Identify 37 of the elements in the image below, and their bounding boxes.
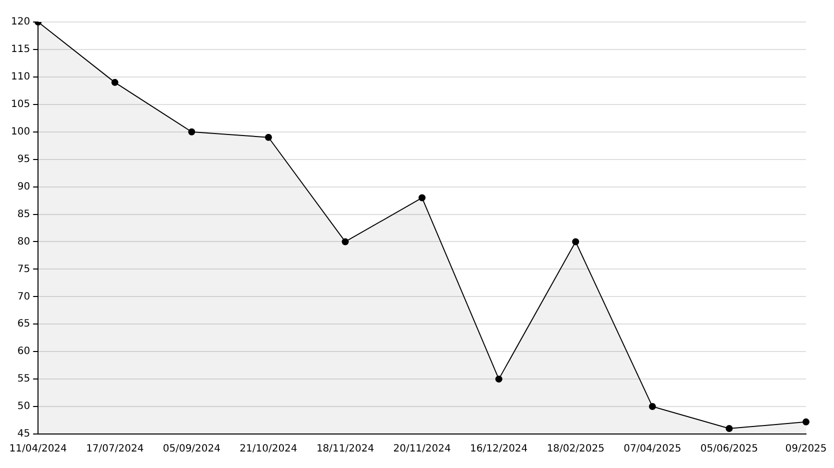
x-tick-label: 11/04/2024 bbox=[9, 444, 67, 455]
x-tick-label: 21/10/2024 bbox=[240, 444, 298, 455]
y-tick-label: 110 bbox=[10, 72, 30, 83]
y-tick-label: 50 bbox=[17, 401, 30, 412]
x-tick-label: 18/02/2025 bbox=[546, 444, 604, 455]
point bbox=[648, 403, 656, 410]
x-tick-label: 20/11/2024 bbox=[393, 444, 451, 455]
y-tick-label: 70 bbox=[17, 291, 30, 302]
x-tick-label: 05/09/2024 bbox=[162, 444, 220, 455]
point bbox=[188, 128, 196, 136]
y-tick-label: 95 bbox=[17, 154, 30, 165]
y-tick-label: 65 bbox=[17, 318, 30, 330]
y-tick-label: 55 bbox=[17, 374, 30, 385]
y-tick-label: 60 bbox=[17, 346, 30, 358]
y-tick-label: 85 bbox=[17, 208, 30, 220]
point bbox=[418, 194, 426, 202]
x-tick-label: 09/2025 bbox=[785, 444, 827, 455]
y-tick-label: 80 bbox=[17, 236, 30, 248]
x-tick-label: 18/11/2024 bbox=[316, 444, 374, 455]
x-tick-label: 16/12/2024 bbox=[470, 444, 528, 455]
y-tick-label: 120 bbox=[10, 16, 30, 28]
point bbox=[726, 425, 733, 432]
y-tick-label: 105 bbox=[10, 98, 30, 110]
x-tick-label: 17/07/2024 bbox=[86, 444, 144, 455]
point bbox=[572, 238, 580, 246]
y-tick-label: 90 bbox=[17, 181, 30, 192]
y-tick-label: 100 bbox=[10, 126, 30, 138]
x-tick-label: 05/06/2025 bbox=[700, 444, 758, 455]
x-tick-label: 07/04/2025 bbox=[624, 444, 682, 455]
y-tick-label: 45 bbox=[17, 428, 30, 440]
point bbox=[495, 376, 502, 383]
point bbox=[802, 418, 810, 426]
point bbox=[264, 134, 272, 141]
point bbox=[111, 78, 118, 86]
y-tick-label: 75 bbox=[17, 264, 30, 275]
y-tick-label: 115 bbox=[10, 44, 30, 56]
point bbox=[342, 238, 349, 246]
